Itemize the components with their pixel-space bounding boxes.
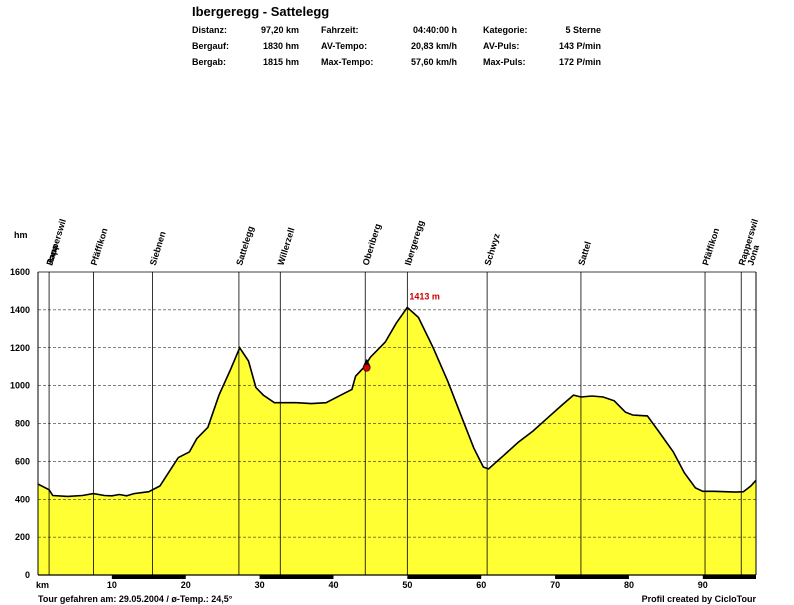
x-tick-label-60: 60 — [476, 580, 486, 590]
y-tick-label-800: 800 — [15, 419, 30, 429]
place-label-6: Oberiberg — [361, 223, 383, 267]
stat-value-max-tempo: 57,60 km/h — [410, 57, 457, 67]
y-tick-label-1200: 1200 — [10, 343, 30, 353]
y-tick-label-1000: 1000 — [10, 381, 30, 391]
footer-credit: Profil created by CicloTour — [642, 594, 757, 604]
x-axis-unit-label: km — [36, 580, 49, 590]
y-tick-label-0: 0 — [25, 570, 30, 580]
x-tick-label-70: 70 — [550, 580, 560, 590]
y-tick-label-600: 600 — [15, 456, 30, 466]
chart-title: Ibergeregg - Sattelegg — [192, 4, 330, 19]
stat-label-max-tempo: Max-Tempo: — [321, 57, 374, 67]
place-label-2: Pfäffikon — [89, 227, 110, 267]
peak-label: 1413 m — [409, 291, 440, 301]
y-tick-label-1400: 1400 — [10, 305, 30, 315]
place-label-10: Pfäffikon — [700, 227, 721, 267]
x-tick-label-80: 80 — [624, 580, 634, 590]
stat-label-fahrzeit: Fahrzeit: — [321, 25, 359, 35]
elevation-line — [37, 306, 757, 498]
place-label-4: Sattelegg — [234, 225, 255, 267]
stat-value-av-tempo: 20,83 km/h — [410, 41, 457, 51]
x-tick-label-30: 30 — [255, 580, 265, 590]
position-marker-icon — [362, 363, 371, 372]
x-tick-label-10: 10 — [107, 580, 117, 590]
stat-label-bergab: Bergab: — [192, 57, 227, 67]
y-tick-label-1600: 1600 — [10, 267, 30, 277]
x-axis-band-1 — [111, 575, 186, 579]
stats-col-3-labels: Kategorie: AV-Puls: Max-Puls: — [483, 24, 528, 72]
x-tick-label-40: 40 — [328, 580, 338, 590]
y-tick-label-400: 400 — [15, 494, 30, 504]
stats-col-3-values: 5 Sterne 143 P/min 172 P/min — [545, 24, 601, 72]
stats-col-2-values: 04:40:00 h 20,83 km/h 57,60 km/h — [395, 24, 457, 72]
stat-label-max-puls: Max-Puls: — [483, 57, 526, 67]
stat-label-av-tempo: AV-Tempo: — [321, 41, 368, 51]
place-label-1: Rapperswil — [44, 218, 68, 267]
stat-value-distanz: 97,20 km — [260, 25, 299, 35]
stats-col-1-values: 97,20 km 1830 hm 1815 hm — [245, 24, 299, 72]
stat-value-max-puls: 172 P/min — [558, 57, 601, 67]
stat-value-bergab: 1815 hm — [262, 57, 299, 67]
y-axis-unit-label: hm — [14, 230, 28, 240]
footer-tour-info: Tour gefahren am: 29.05.2004 / ø-Temp.: … — [38, 594, 233, 604]
place-label-8: Schwyz — [482, 232, 501, 267]
x-axis-band-3 — [259, 575, 334, 579]
place-label-9: Sattel — [576, 240, 593, 266]
stats-col-2-labels: Fahrzeit: AV-Tempo: Max-Tempo: — [321, 24, 373, 72]
place-label-7: Ibergeregg — [403, 219, 426, 266]
x-axis-band-5 — [407, 575, 482, 579]
place-label-3: Siebnen — [148, 230, 168, 266]
x-tick-label-20: 20 — [181, 580, 191, 590]
stat-value-fahrzeit: 04:40:00 h — [412, 25, 457, 35]
x-axis-band-9 — [702, 575, 756, 579]
x-axis-band-7 — [555, 575, 629, 579]
x-tick-label-50: 50 — [402, 580, 412, 590]
place-label-5: Willerzell — [276, 226, 297, 266]
y-tick-label-200: 200 — [15, 532, 30, 542]
stat-label-av-puls: AV-Puls: — [483, 41, 520, 51]
stat-label-bergauf: Bergauf: — [192, 41, 230, 51]
stats-col-1-labels: Distanz: Bergauf: Bergab: — [192, 24, 229, 72]
elevation-area — [38, 307, 756, 575]
stat-label-kategorie: Kategorie: — [483, 25, 528, 35]
stat-label-distanz: Distanz: — [192, 25, 228, 35]
stat-value-bergauf: 1830 hm — [262, 41, 299, 51]
stat-value-av-puls: 143 P/min — [558, 41, 601, 51]
x-tick-label-90: 90 — [698, 580, 708, 590]
stat-value-kategorie: 5 Sterne — [565, 25, 601, 35]
